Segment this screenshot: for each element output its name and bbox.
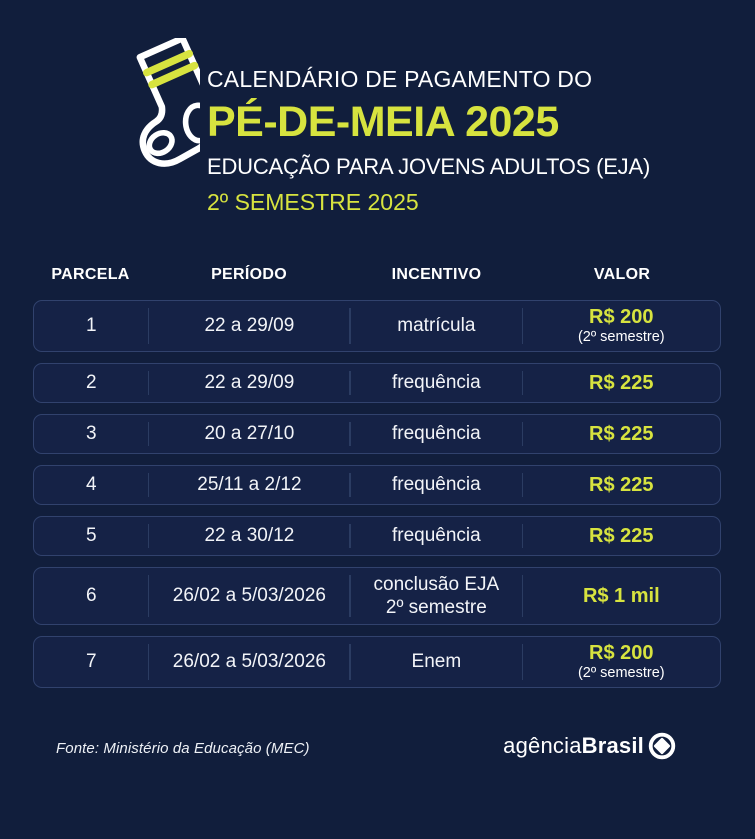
incentivo-value: Enem bbox=[411, 651, 462, 673]
table-row: 5 22 a 30/12 frequência R$ 225 bbox=[33, 515, 721, 556]
brand-text-bold: Brasil bbox=[581, 733, 644, 758]
table-row: 2 22 a 29/09 frequência R$ 225 bbox=[33, 362, 721, 403]
periodo-value: 25/11 a 2/12 bbox=[197, 473, 302, 495]
agencia-brasil-logo: agência Brasil bbox=[503, 731, 677, 761]
cell-periodo: 25/11 a 2/12 bbox=[147, 466, 350, 504]
header-subtitle: EDUCAÇÃO PARA JOVENS ADULTOS (EJA) bbox=[207, 154, 651, 179]
column-header-periodo: PERÍODO bbox=[211, 266, 287, 283]
parcela-value: 7 bbox=[86, 650, 97, 672]
cell-incentivo: matrícula bbox=[349, 301, 523, 351]
brand-text-light: agência bbox=[503, 733, 582, 758]
cell-incentivo: frequência bbox=[349, 466, 523, 504]
table-body: 1 22 a 29/09 matrícula R$ 200 (2º semest… bbox=[33, 300, 721, 688]
parcela-value: 4 bbox=[86, 473, 97, 495]
page-title: PÉ-DE-MEIA 2025 bbox=[207, 98, 559, 146]
cell-incentivo: frequência bbox=[349, 364, 523, 402]
cell-valor: R$ 1 mil bbox=[521, 568, 720, 624]
cell-periodo: 22 a 29/09 bbox=[147, 301, 350, 351]
cell-valor: R$ 200 (2º semestre) bbox=[521, 637, 720, 687]
cell-valor: R$ 200 (2º semestre) bbox=[521, 301, 720, 351]
incentivo-value: frequência bbox=[391, 423, 481, 445]
sock-icon bbox=[100, 35, 220, 178]
periodo-value: 20 a 27/10 bbox=[204, 422, 295, 444]
valor-value: R$ 225 bbox=[589, 524, 654, 547]
valor-value: R$ 225 bbox=[589, 371, 654, 394]
column-header-incentivo: INCENTIVO bbox=[391, 266, 482, 283]
source-note: Fonte: Ministério da Educação (MEC) bbox=[56, 740, 310, 757]
periodo-value: 26/02 a 5/03/2026 bbox=[172, 584, 326, 606]
cell-periodo: 26/02 a 5/03/2026 bbox=[147, 637, 350, 687]
table-row: 7 26/02 a 5/03/2026 Enem R$ 200 (2º seme… bbox=[33, 636, 721, 688]
valor-value: R$ 200 bbox=[589, 642, 654, 665]
cell-periodo: 22 a 30/12 bbox=[147, 517, 350, 555]
valor-value: R$ 200 bbox=[589, 306, 654, 328]
agencia-brasil-logo-icon bbox=[648, 732, 676, 760]
cell-parcela: 7 bbox=[34, 637, 149, 687]
cell-incentivo: frequência bbox=[349, 517, 523, 555]
parcela-value: 1 bbox=[86, 314, 97, 336]
valor-value: R$ 1 mil bbox=[582, 584, 660, 607]
incentivo-value: matrícula bbox=[397, 315, 476, 337]
periodo-value: 22 a 29/09 bbox=[204, 314, 295, 336]
table-row: 1 22 a 29/09 matrícula R$ 200 (2º semest… bbox=[33, 300, 721, 352]
parcela-value: 2 bbox=[86, 371, 97, 393]
valor-value: R$ 225 bbox=[589, 422, 654, 445]
cell-valor: R$ 225 bbox=[521, 466, 720, 504]
incentivo-value: frequência bbox=[391, 372, 481, 394]
cell-valor: R$ 225 bbox=[521, 415, 720, 453]
payment-table: PARCELA PERÍODO INCENTIVO VALOR 1 22 a 2… bbox=[33, 266, 721, 699]
incentivo-value: frequência bbox=[391, 525, 481, 547]
table-row: 6 26/02 a 5/03/2026 conclusão EJA 2º sem… bbox=[33, 566, 721, 626]
cell-incentivo: conclusão EJA 2º semestre bbox=[349, 568, 523, 624]
valor-note: (2º semestre) bbox=[577, 329, 665, 345]
cell-parcela: 1 bbox=[34, 301, 149, 351]
cell-periodo: 22 a 29/09 bbox=[147, 364, 350, 402]
incentivo-value: frequência bbox=[391, 474, 481, 496]
column-header-valor: VALOR bbox=[593, 266, 651, 283]
cell-periodo: 20 a 27/10 bbox=[147, 415, 350, 453]
cell-incentivo: frequência bbox=[349, 415, 523, 453]
cell-incentivo: Enem bbox=[349, 637, 523, 687]
parcela-value: 6 bbox=[86, 584, 97, 606]
cell-parcela: 3 bbox=[34, 415, 149, 453]
header-kicker: CALENDÁRIO DE PAGAMENTO DO bbox=[207, 66, 593, 92]
cell-parcela: 5 bbox=[34, 517, 149, 555]
valor-note: (2º semestre) bbox=[577, 665, 665, 682]
cell-valor: R$ 225 bbox=[521, 364, 720, 402]
incentivo-value: conclusão EJA 2º semestre bbox=[373, 573, 500, 618]
periodo-value: 26/02 a 5/03/2026 bbox=[172, 650, 326, 672]
cell-parcela: 6 bbox=[34, 568, 149, 624]
parcela-value: 5 bbox=[86, 524, 97, 546]
periodo-value: 22 a 30/12 bbox=[204, 524, 295, 546]
column-header-parcela: PARCELA bbox=[51, 266, 130, 283]
valor-value: R$ 225 bbox=[589, 473, 654, 496]
table-header-row: PARCELA PERÍODO INCENTIVO VALOR bbox=[33, 266, 721, 284]
cell-valor: R$ 225 bbox=[521, 517, 720, 555]
cell-parcela: 2 bbox=[34, 364, 149, 402]
periodo-value: 22 a 29/09 bbox=[204, 371, 295, 393]
table-row: 4 25/11 a 2/12 frequência R$ 225 bbox=[33, 464, 721, 505]
header-period: 2º SEMESTRE 2025 bbox=[207, 189, 419, 215]
table-row: 3 20 a 27/10 frequência R$ 225 bbox=[33, 413, 721, 454]
header: CALENDÁRIO DE PAGAMENTO DO PÉ-DE-MEIA 20… bbox=[207, 66, 727, 216]
cell-periodo: 26/02 a 5/03/2026 bbox=[147, 568, 350, 624]
cell-parcela: 4 bbox=[34, 466, 149, 504]
parcela-value: 3 bbox=[86, 422, 97, 444]
